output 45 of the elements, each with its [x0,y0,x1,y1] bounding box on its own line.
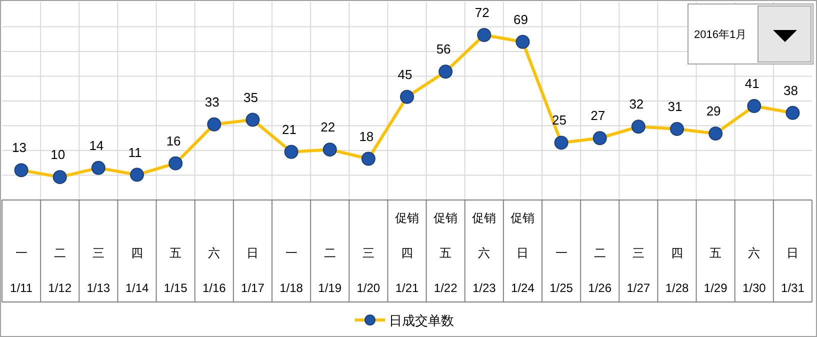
data-label: 31 [668,98,682,114]
x-tick-label: 二 1/26 [588,246,612,295]
x-tick-label: 一 1/25 [550,246,573,295]
data-label: 33 [204,94,220,110]
x-tick-label: 二 1/12 [48,246,72,295]
data-label: 14 [89,138,104,153]
data-label: 41 [744,76,760,92]
x-tick-label: 三 1/27 [626,246,650,295]
data-label: 21 [282,122,297,137]
x-tick-label: 日 1/31 [781,246,804,295]
data-label: 11 [128,144,142,160]
x-tick-label: 日 1/17 [241,246,264,295]
dropdown: 2016年1月 [688,4,814,64]
x-tick-label: 三 1/13 [86,246,110,295]
x-tick-label: 六 1/16 [202,246,226,295]
x-tick-label: 四 1/14 [125,246,149,295]
data-label: 22 [320,120,336,135]
x-tick-label: 促销六 1/23 [472,211,496,295]
data-label: 72 [474,5,490,20]
data-label: 27 [590,108,606,124]
data-label: 13 [12,140,27,156]
data-label: 10 [50,147,66,162]
x-tick-label: 促销四 1/21 [395,211,419,295]
x-tick-label: 一 1/11 [10,246,33,295]
x-tick-label: 二 1/19 [318,246,342,295]
data-label: 56 [436,42,451,57]
x-tick-label: 促销五 1/22 [434,211,458,295]
data-label: 18 [359,128,374,144]
x-tick-label: 三 1/20 [356,246,380,295]
x-tick-label: 六 1/30 [742,246,766,295]
annotation: 2016年1月 [694,29,747,41]
x-tick-label: 四 1/28 [665,246,689,295]
legend: 日成交单数 [355,313,454,328]
data-label: 35 [243,90,258,105]
x-tick-label: 五 1/15 [164,246,188,295]
x-tick-label: 一 1/18 [280,246,303,295]
data-label: 29 [706,104,721,119]
legend-label: 日成交单数 [389,313,454,328]
data-label: 16 [166,133,181,148]
data-label: 45 [398,66,412,82]
x-tick-label: 促销日 1/24 [510,211,535,295]
data-label: 32 [629,96,644,112]
x-tick-label: 五 1/29 [704,246,728,295]
data-label: 69 [513,12,528,27]
data-label: 38 [783,82,798,98]
